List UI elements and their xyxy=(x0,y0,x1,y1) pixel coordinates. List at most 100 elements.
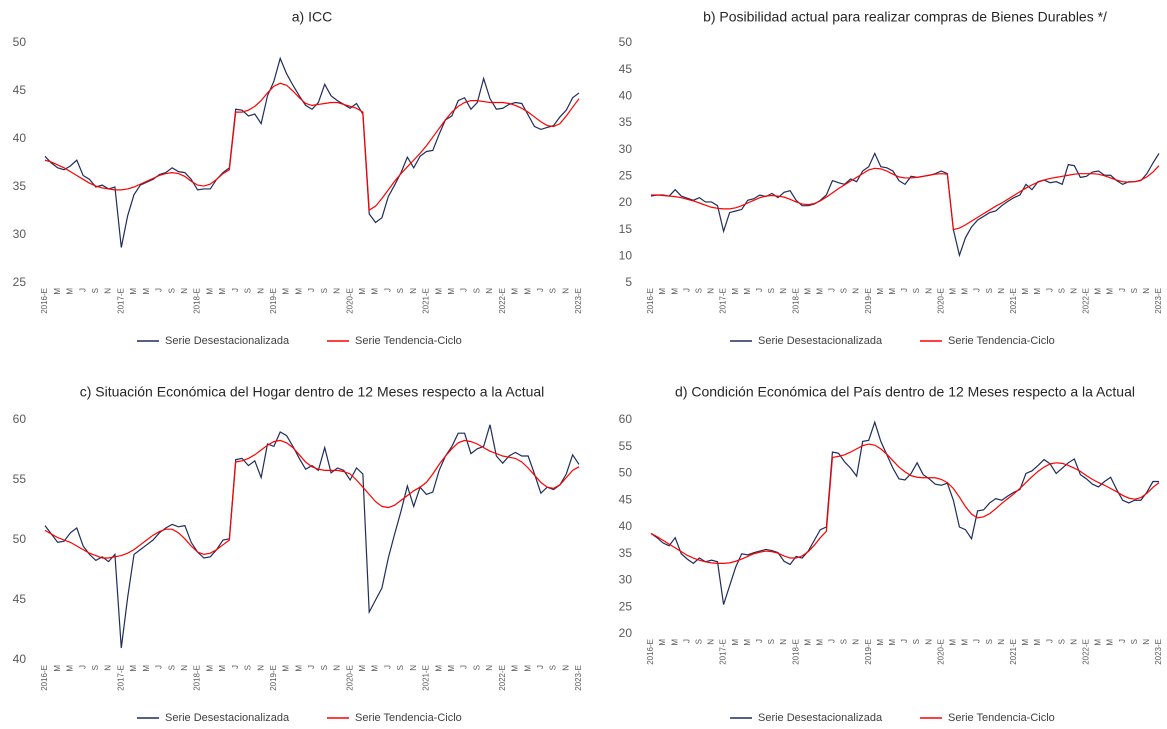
x-tick-label: M xyxy=(815,639,824,646)
x-tick-label: M xyxy=(371,665,380,672)
x-tick-label: N xyxy=(180,665,189,671)
x-tick-label: S xyxy=(1057,639,1066,644)
x-tick-label: 2017-E xyxy=(719,288,728,314)
chart-title: d) Condición Económica del País dentro d… xyxy=(675,384,1135,400)
x-tick-label: M xyxy=(294,665,303,672)
x-tick-label: J xyxy=(1045,288,1054,292)
y-tick-label: 35 xyxy=(619,546,633,560)
y-tick-label: 25 xyxy=(619,169,633,183)
x-tick-label: S xyxy=(244,288,253,293)
x-tick-label: S xyxy=(694,639,703,644)
x-tick-label: M xyxy=(1106,288,1115,295)
x-tick-label: S xyxy=(167,288,176,293)
x-tick-label: J xyxy=(231,665,240,669)
x-tick-label: S xyxy=(912,288,921,293)
x-tick-label: 2018-E xyxy=(193,665,202,691)
x-tick-label: 2019-E xyxy=(269,288,278,314)
series-line xyxy=(44,424,580,649)
x-tick-label: M xyxy=(731,639,740,646)
chart-panel: d) Condición Económica del País dentro d… xyxy=(619,384,1163,724)
y-tick-label: 55 xyxy=(619,439,633,453)
x-tick-label: M xyxy=(282,288,291,295)
x-tick-label: 2022-E xyxy=(498,665,507,691)
x-tick-label: 2016-E xyxy=(40,665,49,691)
x-tick-label: 2023-E xyxy=(574,665,583,691)
series-line xyxy=(650,420,1159,605)
x-tick-label: J xyxy=(155,665,164,669)
y-tick-label: 50 xyxy=(619,35,633,49)
x-tick-label: S xyxy=(167,665,176,670)
x-tick-label: M xyxy=(1021,288,1030,295)
x-tick-label: M xyxy=(511,665,520,672)
x-tick-label: 2023-E xyxy=(574,288,583,314)
x-tick-label: S xyxy=(91,288,100,293)
x-tick-label: S xyxy=(985,288,994,293)
x-tick-label: S xyxy=(985,639,994,644)
series-line xyxy=(44,439,580,559)
x-tick-label: M xyxy=(511,288,520,295)
x-tick-label: N xyxy=(561,288,570,294)
x-tick-label: M xyxy=(876,639,885,646)
y-tick-label: 60 xyxy=(13,412,27,426)
x-tick-label: J xyxy=(755,639,764,643)
x-tick-label: 2018-E xyxy=(791,288,800,314)
y-tick-label: 40 xyxy=(13,131,27,145)
x-tick-label: J xyxy=(536,665,545,669)
x-tick-label: M xyxy=(743,639,752,646)
x-tick-label: M xyxy=(282,665,291,672)
legend-label: Serie Desestacionalizada xyxy=(758,712,883,724)
x-tick-label: M xyxy=(434,665,443,672)
legend-label: Serie Tendencia-Ciclo xyxy=(948,335,1055,347)
y-tick-label: 15 xyxy=(619,222,633,236)
x-tick-label: M xyxy=(371,288,380,295)
x-tick-label: N xyxy=(779,288,788,294)
y-tick-label: 55 xyxy=(13,472,27,486)
chart-panel: b) Posibilidad actual para realizar comp… xyxy=(619,9,1163,347)
x-tick-label: M xyxy=(358,288,367,295)
x-tick-label: N xyxy=(485,665,494,671)
x-tick-label: J xyxy=(900,288,909,292)
legend-label: Serie Tendencia-Ciclo xyxy=(355,335,462,347)
x-tick-label: 2017-E xyxy=(116,288,125,314)
x-tick-label: J xyxy=(78,288,87,292)
y-tick-label: 50 xyxy=(13,532,27,546)
x-tick-label: M xyxy=(358,665,367,672)
x-tick-label: 2016-E xyxy=(646,288,655,314)
x-tick-label: J xyxy=(383,665,392,669)
x-tick-label: M xyxy=(658,639,667,646)
x-tick-label: S xyxy=(472,288,481,293)
y-tick-label: 20 xyxy=(619,626,633,640)
y-tick-label: 10 xyxy=(619,249,633,263)
y-tick-label: 30 xyxy=(619,142,633,156)
x-tick-label: M xyxy=(658,288,667,295)
x-tick-label: M xyxy=(218,665,227,672)
y-tick-label: 60 xyxy=(619,412,633,426)
x-tick-label: J xyxy=(828,639,837,643)
x-tick-label: S xyxy=(320,665,329,670)
x-tick-label: 2019-E xyxy=(864,288,873,314)
x-tick-label: M xyxy=(205,665,214,672)
x-tick-label: N xyxy=(1142,288,1151,294)
x-tick-label: J xyxy=(755,288,764,292)
x-tick-label: M xyxy=(670,639,679,646)
x-tick-label: N xyxy=(409,665,418,671)
x-tick-label: J xyxy=(1118,639,1127,643)
x-tick-label: N xyxy=(561,665,570,671)
x-tick-label: S xyxy=(549,665,558,670)
x-tick-label: M xyxy=(53,665,62,672)
x-tick-label: N xyxy=(1142,639,1151,645)
x-tick-label: M xyxy=(218,288,227,295)
x-tick-label: J xyxy=(307,288,316,292)
x-tick-label: M xyxy=(961,288,970,295)
x-tick-label: M xyxy=(66,665,75,672)
x-tick-label: M xyxy=(803,639,812,646)
x-tick-label: S xyxy=(396,665,405,670)
x-tick-label: S xyxy=(472,665,481,670)
series-line xyxy=(44,56,580,248)
x-tick-label: S xyxy=(694,288,703,293)
x-tick-label: 2020-E xyxy=(345,288,354,314)
x-tick-label: J xyxy=(828,288,837,292)
x-tick-label: N xyxy=(104,665,113,671)
x-tick-label: N xyxy=(924,639,933,645)
x-tick-label: S xyxy=(767,639,776,644)
